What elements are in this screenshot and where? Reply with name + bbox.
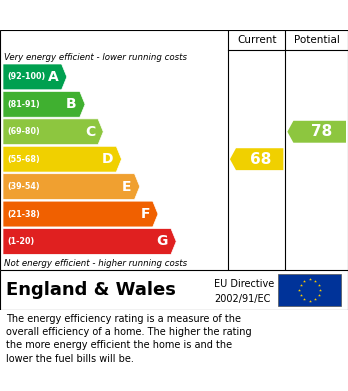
Polygon shape <box>230 148 283 170</box>
Polygon shape <box>3 229 176 255</box>
Polygon shape <box>3 174 140 199</box>
Polygon shape <box>287 121 346 143</box>
Text: C: C <box>85 125 95 139</box>
Text: (39-54): (39-54) <box>7 182 40 191</box>
Text: 78: 78 <box>311 124 332 139</box>
Text: (69-80): (69-80) <box>7 127 40 136</box>
Text: EU Directive: EU Directive <box>214 279 274 289</box>
Text: (81-91): (81-91) <box>7 100 40 109</box>
Text: The energy efficiency rating is a measure of the
overall efficiency of a home. T: The energy efficiency rating is a measur… <box>6 314 252 364</box>
Text: A: A <box>48 70 58 84</box>
Text: 68: 68 <box>250 152 271 167</box>
Text: 2002/91/EC: 2002/91/EC <box>214 294 270 304</box>
Text: B: B <box>66 97 77 111</box>
Text: Potential: Potential <box>294 35 340 45</box>
Text: Energy Efficiency Rating: Energy Efficiency Rating <box>10 7 220 23</box>
Text: (92-100): (92-100) <box>7 72 45 81</box>
Text: (21-38): (21-38) <box>7 210 40 219</box>
Text: Current: Current <box>237 35 276 45</box>
Polygon shape <box>3 146 121 172</box>
Polygon shape <box>3 91 85 117</box>
Polygon shape <box>3 64 67 90</box>
Polygon shape <box>3 201 158 227</box>
Text: (55-68): (55-68) <box>7 155 40 164</box>
Text: D: D <box>102 152 113 166</box>
Text: Very energy efficient - lower running costs: Very energy efficient - lower running co… <box>4 52 187 61</box>
Text: F: F <box>140 207 150 221</box>
Text: Not energy efficient - higher running costs: Not energy efficient - higher running co… <box>4 258 187 267</box>
Text: G: G <box>157 235 168 248</box>
Text: (1-20): (1-20) <box>7 237 34 246</box>
Bar <box>278 274 341 306</box>
Polygon shape <box>3 119 103 145</box>
Text: England & Wales: England & Wales <box>6 281 176 299</box>
Text: E: E <box>122 179 132 194</box>
